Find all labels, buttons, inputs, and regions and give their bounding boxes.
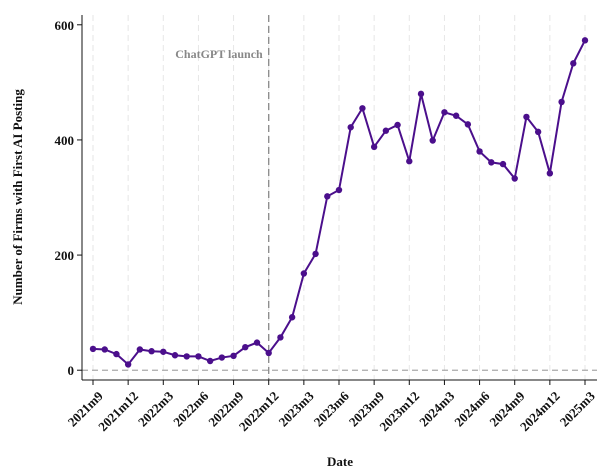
x-tick-label: 2022m6 <box>170 388 212 430</box>
point <box>382 127 390 134</box>
point <box>335 186 343 194</box>
x-tick-label: 2024m3 <box>416 388 458 430</box>
point <box>183 353 190 360</box>
point <box>101 346 108 353</box>
point <box>370 143 378 151</box>
point <box>230 352 237 360</box>
x-tick-label: 2024m6 <box>451 388 493 430</box>
point <box>206 357 214 365</box>
point <box>113 350 120 358</box>
point <box>218 354 226 361</box>
point <box>277 334 284 341</box>
point <box>417 90 425 98</box>
point <box>148 348 155 355</box>
point <box>476 148 483 155</box>
point <box>441 109 448 116</box>
x-axis-label: Date <box>327 454 353 469</box>
point <box>324 193 331 200</box>
point <box>265 349 272 357</box>
point <box>160 348 167 355</box>
point <box>558 98 565 106</box>
y-tick-label: 600 <box>55 18 75 33</box>
point <box>499 160 507 168</box>
point <box>171 352 179 359</box>
y-axis-label: Number of Firms with First AI Posting <box>10 89 25 305</box>
point <box>300 270 308 277</box>
point <box>195 353 202 360</box>
point <box>347 124 354 131</box>
point <box>570 60 577 67</box>
point <box>253 339 261 346</box>
point <box>581 37 589 44</box>
point <box>406 158 413 165</box>
point <box>242 343 249 351</box>
point <box>488 159 495 166</box>
annotation-label: ChatGPT launch <box>175 47 263 61</box>
point <box>546 170 554 177</box>
point <box>511 175 518 182</box>
point <box>452 112 460 119</box>
point <box>394 121 401 129</box>
point <box>288 314 296 321</box>
point <box>124 361 132 368</box>
x-tick-label: 2025m3 <box>557 388 599 430</box>
point <box>136 346 144 353</box>
point <box>89 345 97 353</box>
point <box>464 121 472 128</box>
y-tick-label: 0 <box>68 363 75 378</box>
point <box>312 250 319 258</box>
x-tick-label: 2022m3 <box>135 388 177 430</box>
y-tick-label: 200 <box>55 248 75 263</box>
y-tick-label: 400 <box>55 133 75 148</box>
x-tick-label: 2023m6 <box>311 388 353 430</box>
x-tick-label: 2023m3 <box>276 388 318 430</box>
point <box>429 137 436 144</box>
point <box>523 113 530 121</box>
point <box>359 105 366 112</box>
point <box>534 128 542 136</box>
